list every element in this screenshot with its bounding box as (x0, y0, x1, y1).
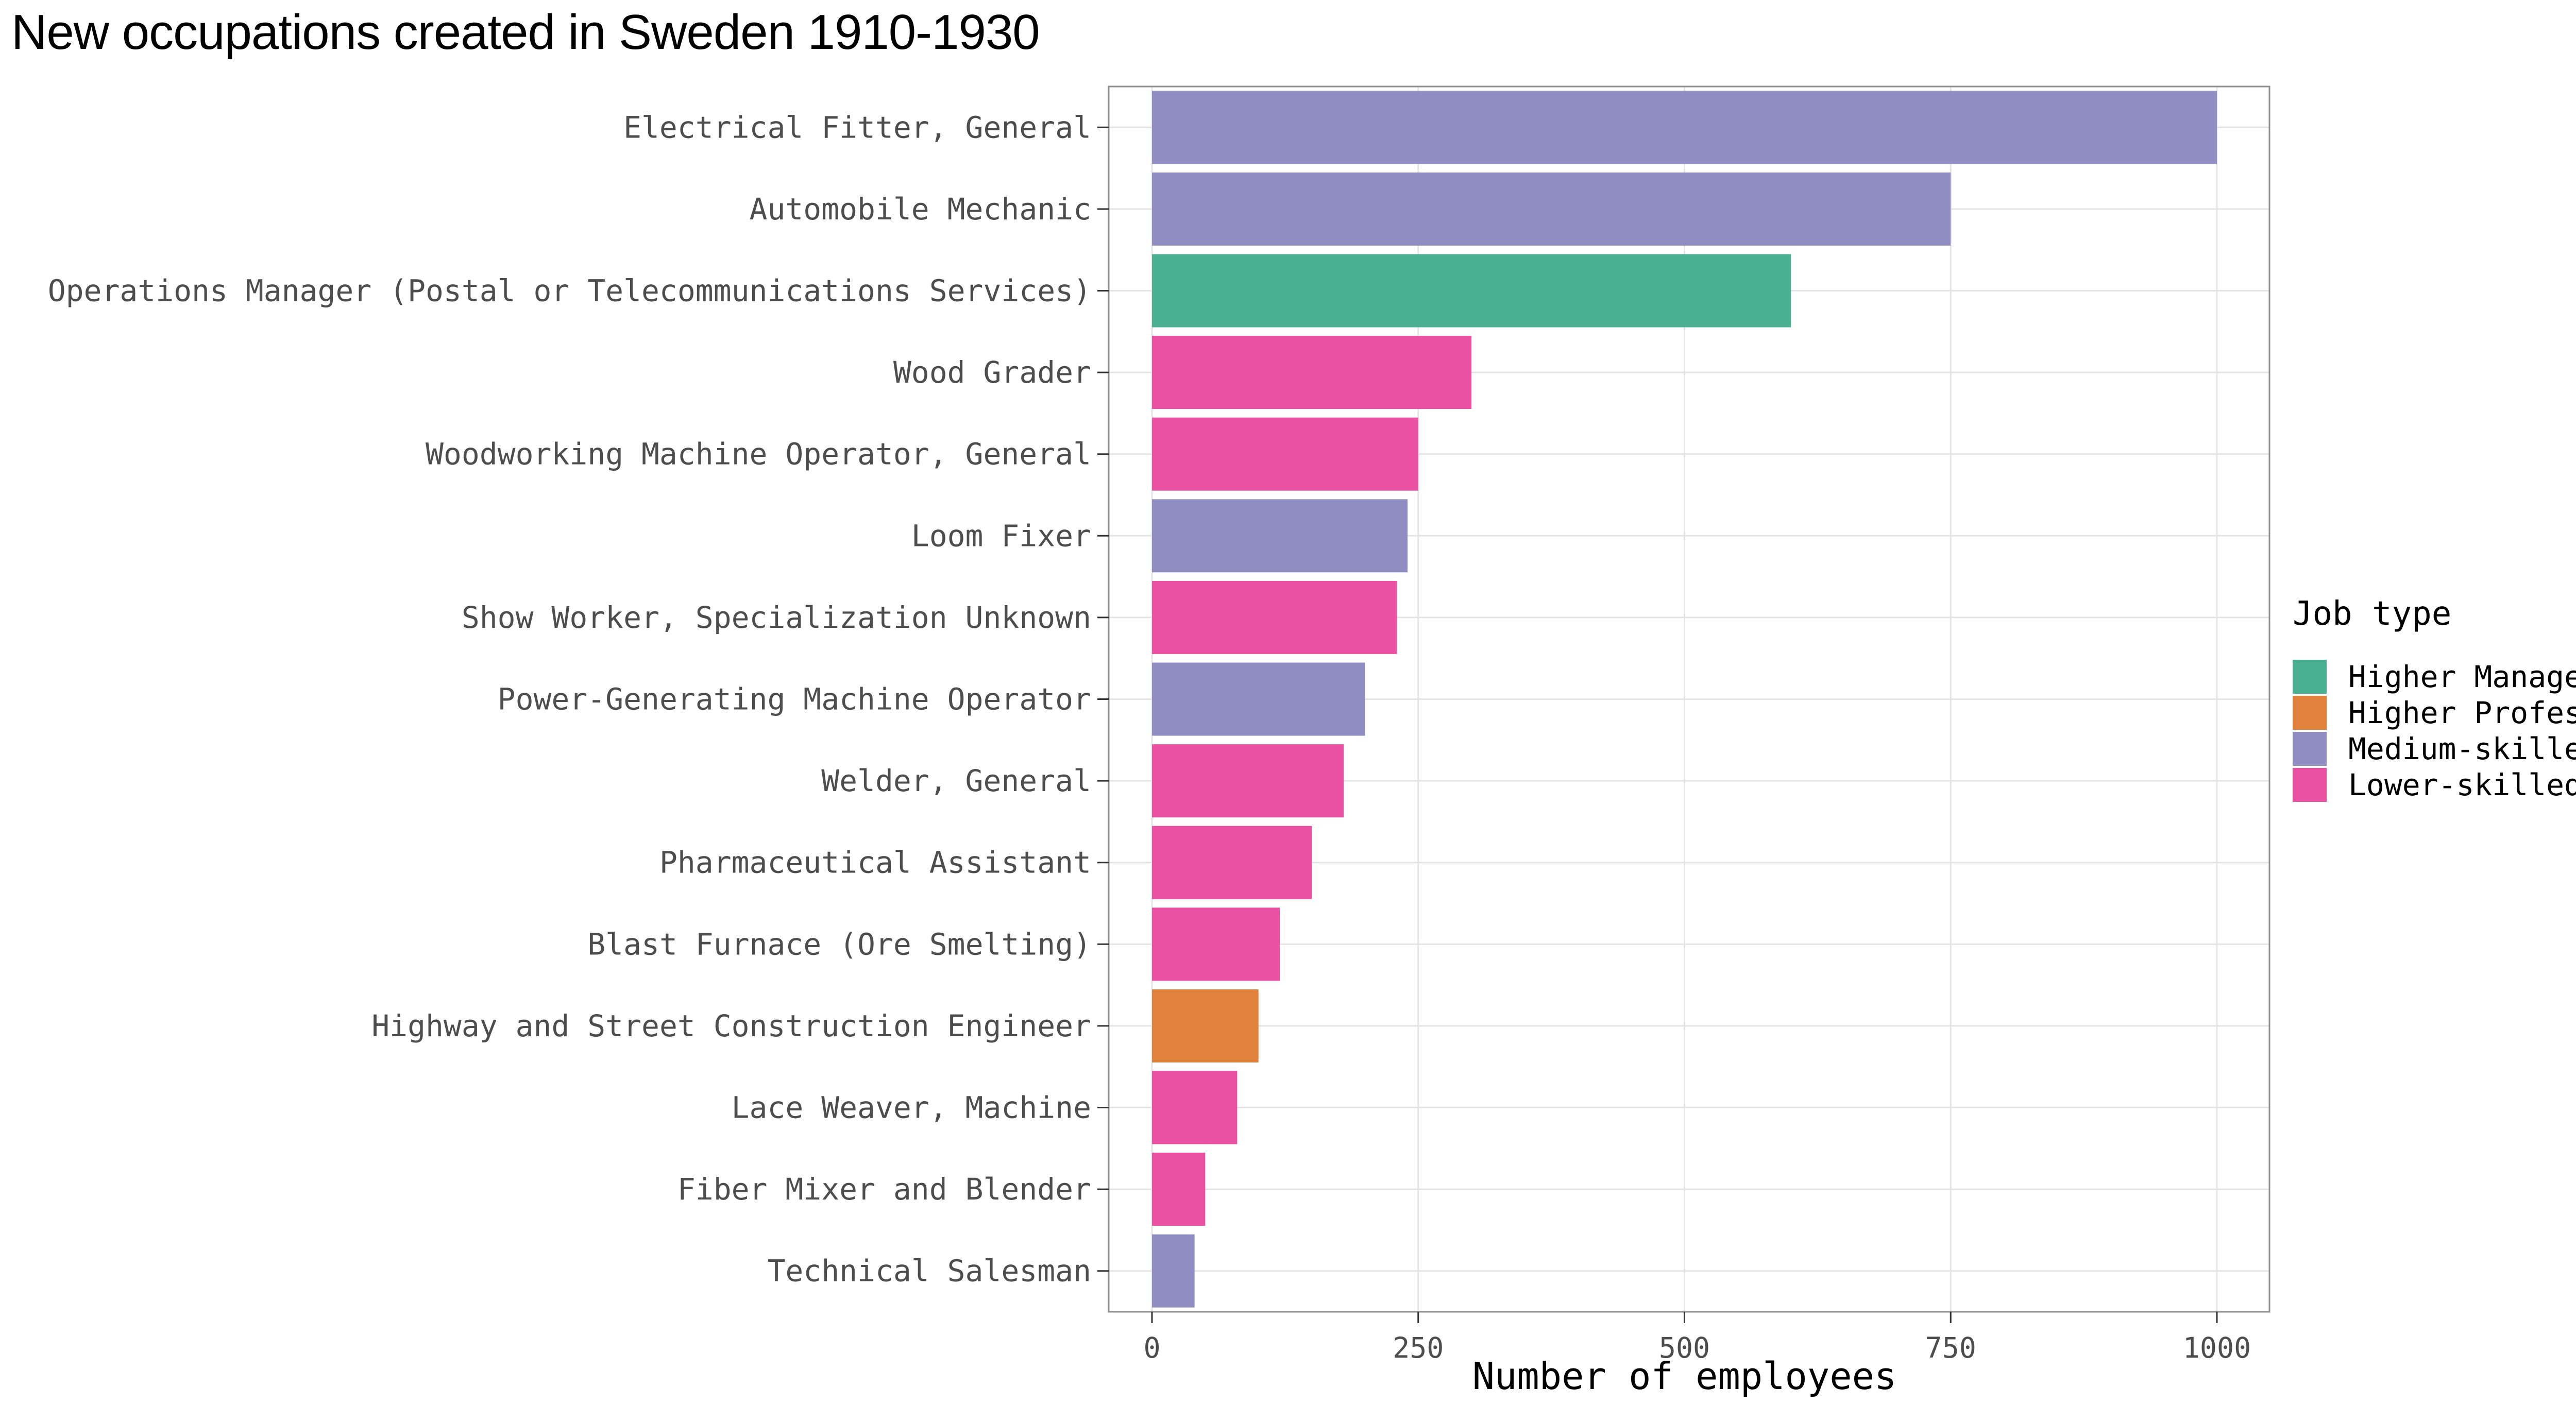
category-label: Lace Weaver, Machine (732, 1090, 1091, 1125)
axes (1097, 85, 2270, 1323)
x-axis-title: Number of employees (1472, 1355, 1897, 1398)
bar (1152, 989, 1259, 1063)
bars (1152, 91, 2217, 1308)
bar (1152, 907, 1280, 981)
x-tick-label: 1000 (2183, 1331, 2251, 1364)
category-label: Welder, General (821, 763, 1091, 798)
x-tick-label: 500 (1659, 1331, 1710, 1364)
x-tick-label: 0 (1143, 1331, 1160, 1364)
bar (1152, 662, 1365, 736)
bar (1152, 1153, 1206, 1226)
category-label: Wood Grader (893, 355, 1091, 390)
x-tick-label: 250 (1393, 1331, 1444, 1364)
legend-key-swatch (2293, 696, 2327, 730)
category-label: Show Worker, Specialization Unknown (462, 600, 1091, 635)
legend-item: Lower-skilled (2293, 767, 2576, 802)
bar (1152, 254, 1791, 328)
legend-item: Higher Manager (2293, 659, 2576, 694)
category-label: Automobile Mechanic (750, 192, 1091, 227)
bar (1152, 826, 1312, 899)
legend-key-swatch (2293, 660, 2327, 694)
legend-item-label: Lower-skilled (2348, 767, 2576, 802)
legend-key-swatch (2293, 768, 2327, 802)
category-label: Woodworking Machine Operator, General (426, 437, 1091, 472)
legend-item-label: Higher Professional (2348, 695, 2576, 730)
category-label: Fiber Mixer and Blender (677, 1172, 1091, 1207)
bar (1152, 499, 1408, 573)
legend-title: Job type (2293, 595, 2452, 633)
legend-item: Medium-skilled (2293, 731, 2576, 766)
legend-item-label: Medium-skilled (2348, 731, 2576, 766)
category-label: Power-Generating Machine Operator (498, 682, 1091, 717)
bar (1152, 417, 1418, 491)
legend-key-swatch (2293, 732, 2327, 766)
category-label: Pharmaceutical Assistant (659, 845, 1091, 880)
bar (1152, 336, 1472, 409)
bar (1152, 172, 1951, 246)
bar (1152, 580, 1397, 654)
category-label: Highway and Street Construction Engineer (371, 1008, 1091, 1043)
bar (1152, 744, 1344, 818)
category-label: Technical Salesman (767, 1254, 1091, 1289)
bar (1152, 1071, 1238, 1144)
x-tick-label: 750 (1925, 1331, 1976, 1364)
legend-item: Higher Professional (2293, 695, 2576, 730)
category-label: Loom Fixer (911, 518, 1091, 553)
bar (1152, 91, 2217, 164)
bar (1152, 1234, 1195, 1308)
chart-title: New occupations created in Sweden 1910-1… (11, 5, 1040, 60)
axis-labels: 0 250 500 750 1000 Electrical Fitter, General… (48, 110, 2251, 1364)
legend-item-label: Higher Manager (2348, 659, 2576, 694)
category-label: Blast Furnace (Ore Smelting) (587, 927, 1091, 962)
category-label: Operations Manager (Postal or Telecommun… (48, 273, 1091, 309)
category-label: Electrical Fitter, General (623, 110, 1091, 145)
